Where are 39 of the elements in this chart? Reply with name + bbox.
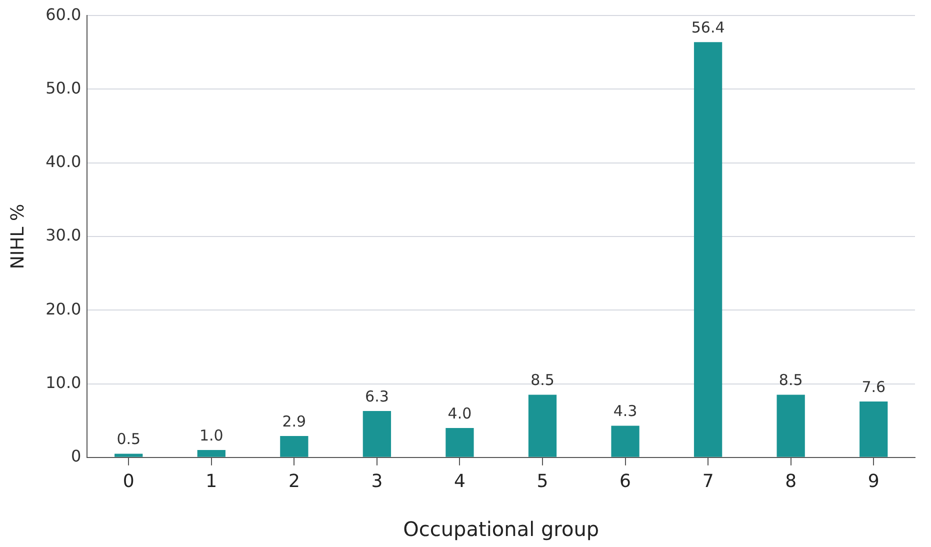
- x-tick-label: 7: [702, 470, 714, 492]
- bar: [694, 42, 722, 457]
- y-tick-label: 0: [71, 446, 82, 466]
- bar: [446, 428, 474, 457]
- data-label: 8.5: [530, 371, 554, 390]
- bar: [611, 426, 640, 457]
- data-label: 0.5: [116, 430, 141, 448]
- data-label: 7.6: [862, 378, 886, 396]
- bar: [776, 394, 805, 457]
- data-label: 1.0: [199, 426, 224, 444]
- bar: [197, 450, 226, 457]
- y-tick-label: 20.0: [46, 299, 82, 318]
- x-tick-label: 0: [122, 470, 134, 492]
- y-tick-label: 60.0: [46, 4, 82, 24]
- x-tick-label: 9: [868, 470, 880, 492]
- x-tick-label: 1: [206, 470, 218, 492]
- x-tick-label: 3: [371, 470, 383, 492]
- data-label: 2.9: [282, 412, 306, 430]
- x-tick-label: 6: [620, 470, 632, 492]
- bar: [362, 411, 392, 457]
- data-label: 6.3: [365, 387, 389, 406]
- data-label: 56.4: [691, 18, 725, 36]
- y-tick-label: 30.0: [46, 226, 82, 245]
- x-tick-label: 4: [454, 470, 466, 492]
- bar: [528, 394, 557, 457]
- bar: [280, 436, 308, 457]
- y-tick-label: 40.0: [46, 152, 82, 172]
- bar: [860, 401, 888, 457]
- data-label: 4.0: [448, 404, 472, 422]
- y-tick-label: 10.0: [46, 372, 82, 392]
- y-axis-title: NIHL %: [7, 204, 28, 270]
- x-axis-title: Occupational group: [403, 517, 600, 542]
- data-label: 4.3: [613, 402, 638, 420]
- bar: [114, 454, 143, 457]
- data-label: 8.5: [778, 371, 803, 390]
- x-tick-label: 2: [288, 470, 300, 492]
- x-tick-label: 8: [785, 470, 797, 492]
- y-tick-label: 50.0: [46, 78, 82, 98]
- x-tick-label: 5: [536, 470, 548, 492]
